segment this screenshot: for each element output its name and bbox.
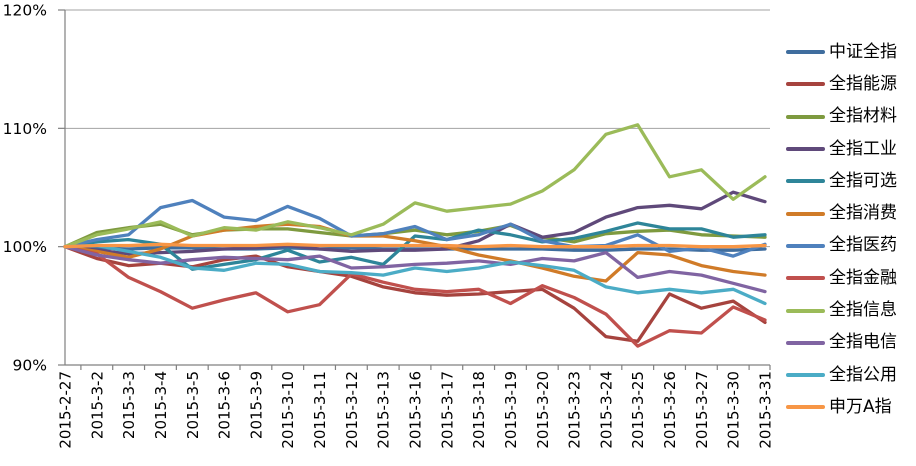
x-tick-label: 2015-3-18 <box>470 371 488 449</box>
x-tick-label: 2015-3-4 <box>152 371 170 439</box>
legend-swatch <box>786 276 825 281</box>
legend-item-10: 全指电信 <box>786 327 914 359</box>
x-tick-label: 2015-3-11 <box>311 371 329 449</box>
legend-swatch <box>786 179 825 184</box>
legend-label: 全指电信 <box>829 332 897 353</box>
legend-label: 全指材料 <box>829 106 897 127</box>
x-tick-label: 2015-2-27 <box>57 371 75 449</box>
legend-swatch <box>786 50 825 55</box>
legend-item-11: 全指公用 <box>786 359 914 391</box>
series-line-10 <box>63 245 767 294</box>
legend-swatch <box>786 243 825 248</box>
x-tick-label: 2015-3-6 <box>216 371 234 439</box>
legend-swatch <box>786 211 825 216</box>
x-tick-label: 2015-3-20 <box>534 371 552 449</box>
y-tick-label: 90% <box>13 357 47 375</box>
x-tick-label: 2015-3-31 <box>757 371 775 449</box>
legend-label: 全指能源 <box>829 73 897 94</box>
legend-item-8: 全指金融 <box>786 262 914 294</box>
x-tick-label: 2015-3-3 <box>120 371 138 439</box>
x-tick-label: 2015-3-2 <box>88 371 106 439</box>
legend-label: 中证全指 <box>829 41 897 62</box>
legend-label: 全指金融 <box>829 267 897 288</box>
x-tick-label: 2015-3-5 <box>184 371 202 439</box>
x-tick-label: 2015-3-9 <box>247 371 265 439</box>
x-tick-label: 2015-3-10 <box>279 371 297 449</box>
legend-label: 全指消费 <box>829 203 897 224</box>
legend-item-3: 全指材料 <box>786 101 914 133</box>
x-tick-label: 2015-3-19 <box>502 371 520 449</box>
x-tick-label: 2015-3-27 <box>693 371 711 449</box>
x-tick-label: 2015-3-13 <box>375 371 393 449</box>
y-tick-label: 100% <box>3 238 47 256</box>
legend-swatch <box>786 147 825 152</box>
legend-swatch <box>786 82 825 87</box>
legend-label: 全指可选 <box>829 170 897 191</box>
x-tick-label: 2015-3-12 <box>343 371 361 449</box>
x-tick-label: 2015-3-26 <box>661 371 679 449</box>
legend-label: 申万A指 <box>829 396 892 417</box>
series-line-7 <box>63 198 767 258</box>
legend-item-9: 全指信息 <box>786 294 914 326</box>
x-tick-label: 2015-3-30 <box>725 371 743 449</box>
series-line-11 <box>63 243 767 306</box>
legend-swatch <box>786 340 825 345</box>
chart-legend: 中证全指全指能源全指材料全指工业全指可选全指消费全指医药全指金融全指信息全指电信… <box>786 36 914 424</box>
x-tick-label: 2015-3-24 <box>597 371 615 449</box>
x-tick-label: 2015-3-23 <box>566 371 584 449</box>
legend-swatch <box>786 373 825 378</box>
legend-swatch <box>786 405 825 410</box>
y-tick-label: 120% <box>3 2 47 20</box>
x-tick-label: 2015-3-16 <box>407 371 425 449</box>
legend-label: 全指信息 <box>829 300 897 321</box>
x-tick-label: 2015-3-17 <box>438 371 456 449</box>
legend-label: 全指公用 <box>829 364 897 385</box>
legend-item-2: 全指能源 <box>786 68 914 100</box>
y-tick-label: 110% <box>3 120 47 138</box>
legend-item-5: 全指可选 <box>786 165 914 197</box>
legend-item-12: 申万A指 <box>786 391 914 423</box>
legend-swatch <box>786 308 825 313</box>
legend-item-4: 全指工业 <box>786 133 914 165</box>
legend-swatch <box>786 114 825 119</box>
series-line-8 <box>63 245 767 348</box>
series-line-6 <box>63 222 767 283</box>
legend-label: 全指工业 <box>829 138 897 159</box>
legend-label: 全指医药 <box>829 235 897 256</box>
x-tick-label: 2015-3-25 <box>629 371 647 449</box>
series-line-4 <box>63 190 767 256</box>
legend-item-6: 全指消费 <box>786 197 914 229</box>
legend-item-1: 中证全指 <box>786 36 914 68</box>
series-line-9 <box>63 123 767 249</box>
legend-item-7: 全指医药 <box>786 230 914 262</box>
series-line-12 <box>63 242 767 249</box>
